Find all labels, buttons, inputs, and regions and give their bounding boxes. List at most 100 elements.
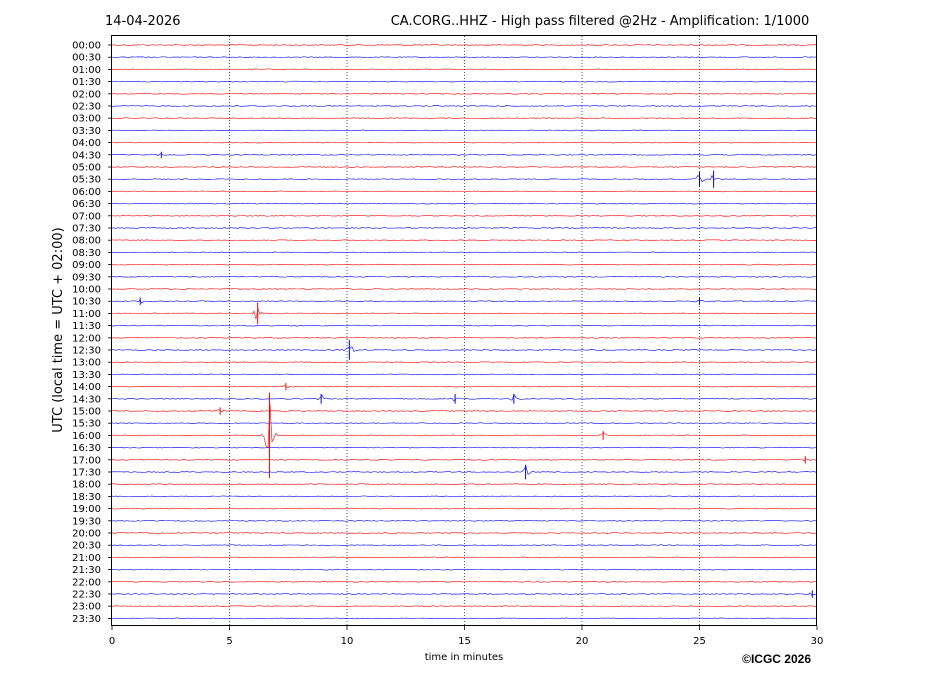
y-tick-label-2030: 20:30 xyxy=(72,541,101,552)
trace-2000 xyxy=(111,532,817,534)
y-tick-label-0830: 08:30 xyxy=(72,248,101,259)
y-tick-label-1100: 11:00 xyxy=(72,309,101,320)
y-tick-label-2230: 22:30 xyxy=(72,590,101,601)
y-tick-label-2330: 23:30 xyxy=(72,614,101,625)
trace-1700 xyxy=(111,458,817,462)
trace-0930 xyxy=(111,276,817,278)
y-tick-label-0530: 05:30 xyxy=(72,175,101,186)
x-tick-label-30: 30 xyxy=(811,636,824,647)
copyright-text: ©ICGC 2026 xyxy=(742,652,811,666)
x-tick-label-0: 0 xyxy=(109,636,115,647)
y-tick-label-1630: 16:30 xyxy=(72,443,101,454)
y-tick-label-0200: 02:00 xyxy=(72,89,101,100)
trace-0700 xyxy=(111,215,817,217)
trace-2130 xyxy=(111,568,817,571)
trace-0130 xyxy=(111,80,817,83)
x-tick-label-15: 15 xyxy=(458,636,471,647)
trace-1530 xyxy=(111,422,817,424)
trace-0500 xyxy=(111,166,817,168)
y-tick-label-1230: 12:30 xyxy=(72,346,101,357)
trace-0000 xyxy=(111,44,817,46)
y-tick-label-1330: 13:30 xyxy=(72,370,101,381)
trace-1630 xyxy=(111,446,817,449)
trace-0900 xyxy=(111,263,817,266)
trace-0830 xyxy=(111,251,817,254)
trace-1800 xyxy=(111,483,817,485)
trace-2030 xyxy=(111,544,817,546)
trace-0200 xyxy=(111,93,817,95)
y-tick-label-1200: 12:00 xyxy=(72,333,101,344)
y-tick-label-2130: 21:30 xyxy=(72,565,101,576)
trace-1500 xyxy=(111,409,817,413)
plot-frame xyxy=(111,35,817,626)
trace-0430 xyxy=(111,153,817,157)
y-tick-label-1430: 14:30 xyxy=(72,394,101,405)
y-tick-label-1730: 17:30 xyxy=(72,468,101,479)
y-tick-label-1500: 15:00 xyxy=(72,407,101,418)
x-tick-label-5: 5 xyxy=(226,636,232,647)
y-tick-label-1700: 17:00 xyxy=(72,455,101,466)
trace-2200 xyxy=(111,581,817,583)
trace-0300 xyxy=(111,117,817,119)
trace-2230 xyxy=(111,592,817,596)
y-tick-label-0500: 05:00 xyxy=(72,163,101,174)
trace-1330 xyxy=(111,373,817,376)
x-tick-label-20: 20 xyxy=(576,636,589,647)
trace-0730 xyxy=(111,227,817,229)
y-tick-label-1130: 11:30 xyxy=(72,321,101,332)
vertical-gridlines xyxy=(229,36,700,626)
y-tick-label-1000: 10:00 xyxy=(72,285,101,296)
y-tick-label-0800: 08:00 xyxy=(72,236,101,247)
y-tick-label-1300: 13:00 xyxy=(72,358,101,369)
y-tick-label-0300: 03:00 xyxy=(72,114,101,125)
y-tick-label-0700: 07:00 xyxy=(72,211,101,222)
x-tick-label-25: 25 xyxy=(693,636,706,647)
y-tick-label-0430: 04:30 xyxy=(72,150,101,161)
trace-0400 xyxy=(111,141,817,144)
x-tick-label-10: 10 xyxy=(341,636,354,647)
y-tick-label-1900: 19:00 xyxy=(72,504,101,515)
trace-0330 xyxy=(111,129,817,132)
trace-1900 xyxy=(111,507,817,510)
trace-0030 xyxy=(111,56,817,58)
y-tick-label-2200: 22:00 xyxy=(72,577,101,588)
trace-1230 xyxy=(111,346,817,353)
y-axis-label: UTC (local time = UTC + 02:00) xyxy=(51,227,66,432)
y-tick-label-1600: 16:00 xyxy=(72,431,101,442)
trace-1030 xyxy=(111,299,817,304)
y-tick-label-0000: 00:00 xyxy=(72,41,101,52)
x-axis-label: time in minutes xyxy=(425,652,504,663)
trace-1730 xyxy=(111,465,817,475)
trace-0230 xyxy=(111,105,817,107)
trace-2100 xyxy=(111,556,817,559)
y-tick-label-2300: 23:00 xyxy=(72,602,101,613)
y-tick-label-1030: 10:30 xyxy=(72,297,101,308)
y-tick-label-0930: 09:30 xyxy=(72,272,101,283)
trace-1300 xyxy=(111,361,817,363)
y-tick-label-2100: 21:00 xyxy=(72,553,101,564)
trace-1200 xyxy=(111,337,817,339)
trace-0530 xyxy=(111,174,817,182)
y-tick-label-2000: 20:00 xyxy=(72,529,101,540)
y-tick-label-1800: 18:00 xyxy=(72,480,101,491)
chart-title: CA.CORG..HHZ - High pass filtered @2Hz -… xyxy=(391,14,810,29)
y-tick-label-0230: 02:30 xyxy=(72,102,101,113)
y-tick-label-0630: 06:30 xyxy=(72,199,101,210)
y-tick-label-0030: 00:30 xyxy=(72,53,101,64)
trace-2330 xyxy=(111,617,817,620)
trace-1400 xyxy=(111,385,817,389)
y-tick-label-0600: 06:00 xyxy=(72,187,101,198)
trace-1100 xyxy=(111,307,817,320)
trace-0600 xyxy=(111,190,817,193)
trace-1830 xyxy=(111,495,817,498)
chart-date: 14-04-2026 xyxy=(105,14,181,29)
y-tick-label-1830: 18:30 xyxy=(72,492,101,503)
trace-1130 xyxy=(111,324,817,327)
y-tick-label-1530: 15:30 xyxy=(72,419,101,430)
trace-1930 xyxy=(111,520,817,522)
trace-1000 xyxy=(111,288,817,290)
y-tick-label-1400: 14:00 xyxy=(72,382,101,393)
y-tick-label-0130: 01:30 xyxy=(72,77,101,88)
seismic-traces xyxy=(111,44,817,620)
